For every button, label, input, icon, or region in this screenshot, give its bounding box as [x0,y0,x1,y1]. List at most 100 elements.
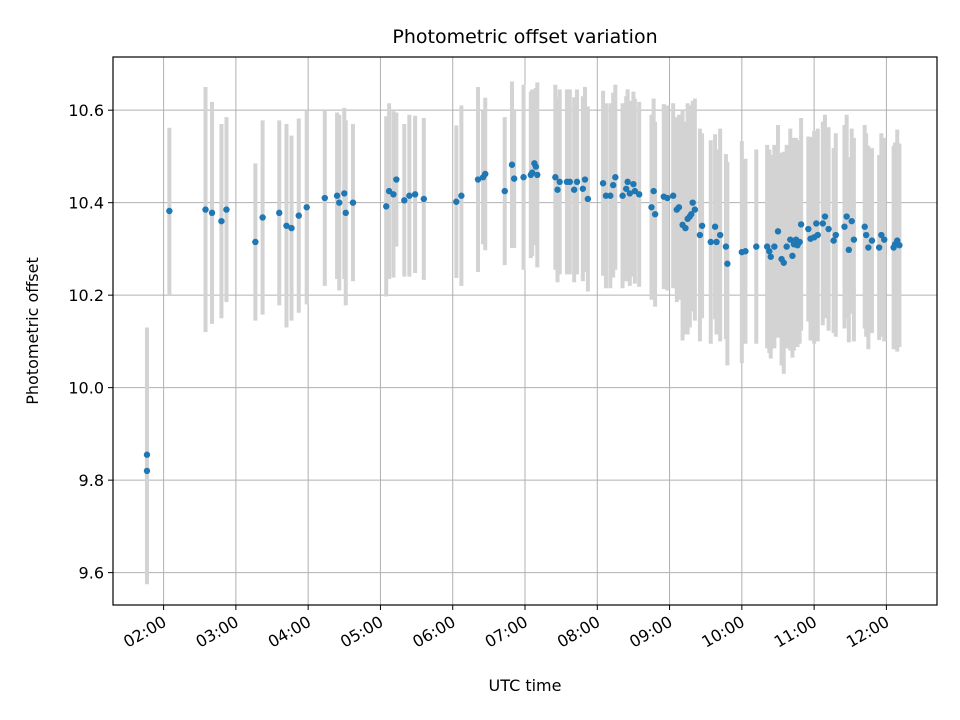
chart-title: Photometric offset variation [392,26,657,48]
data-point [520,174,527,181]
data-point [411,191,419,198]
data-point [607,192,614,199]
data-points [143,160,903,475]
data-point [406,192,413,199]
data-point [342,209,349,217]
data-point [143,467,151,475]
y-axis-title: Photometric offset [23,257,42,405]
data-point [143,451,151,458]
y-tick-label: 10.4 [68,194,104,213]
data-point [619,192,626,199]
data-point [579,185,587,192]
data-point [283,222,290,229]
data-point [584,195,592,203]
data-point [805,225,812,233]
data-point [401,197,408,204]
data-point [482,170,489,178]
data-point [742,248,749,255]
data-point [390,191,397,198]
data-point [534,171,541,179]
data-point [766,248,773,255]
data-point [166,207,173,215]
data-point [841,223,848,230]
data-point [341,190,348,197]
data-point [669,192,677,199]
data-point [716,231,724,239]
data-point [796,238,803,246]
data-point [252,238,259,246]
data-point [787,236,794,243]
data-point [696,231,704,239]
data-point [599,180,607,187]
data-point [771,243,778,250]
data-point [689,199,696,206]
data-point [651,211,659,218]
data-point [566,178,574,186]
data-point [295,212,302,219]
data-point [850,236,858,243]
data-point [688,211,695,218]
data-point [878,231,885,239]
data-point [303,204,310,211]
data-point [573,178,581,186]
data-point [783,243,790,250]
data-point [848,217,855,225]
y-tick-label: 10.2 [68,286,104,305]
data-point [612,174,619,181]
data-point [881,236,888,243]
data-point [393,176,400,183]
data-point [814,231,821,239]
data-point [223,206,230,213]
data-point [552,174,559,181]
data-point [474,176,482,183]
data-point [508,161,516,168]
data-point [789,252,796,260]
data-point [825,225,832,233]
data-point [861,223,868,230]
data-point [707,238,714,246]
y-tick-label: 10.6 [68,101,104,120]
data-point [675,204,683,211]
data-point [774,228,782,235]
data-point [832,231,840,239]
data-point [333,192,341,199]
data-point [532,163,540,170]
data-point [821,213,829,220]
data-point [581,176,589,183]
data-point [529,169,536,176]
data-point [713,238,720,246]
data-point [208,209,216,217]
data-point [650,187,657,195]
data-point [875,244,883,251]
data-point [843,213,850,220]
data-point [554,186,561,193]
data-point [624,178,631,186]
data-point [691,206,699,213]
x-axis-title: UTC time [489,676,562,695]
y-tick-label: 9.6 [79,564,104,583]
data-point [556,178,563,186]
data-point [458,192,465,199]
data-point [648,204,655,211]
data-point [501,187,508,195]
data-point [383,203,390,210]
data-point [780,259,787,266]
data-point [797,221,805,228]
data-point [862,231,870,239]
data-point [830,237,837,244]
data-point [819,220,826,227]
data-point [276,209,283,217]
data-point [626,190,634,197]
data-point [510,175,518,182]
data-point [218,217,225,225]
data-point [336,199,343,206]
data-point [349,199,357,206]
y-tick-label: 9.8 [79,471,104,490]
data-point [202,206,209,213]
data-point [767,253,774,260]
data-point [570,186,578,193]
data-point [711,223,719,230]
y-axis-ticks: 9.6 9.8 10.0 10.2 10.4 10.6 [68,101,113,583]
data-point [845,246,853,254]
